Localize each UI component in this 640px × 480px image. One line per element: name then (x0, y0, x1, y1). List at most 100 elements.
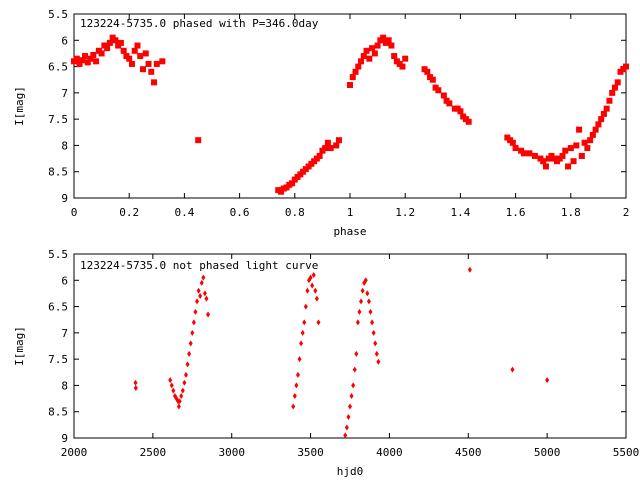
data-point (131, 47, 138, 54)
data-point (294, 382, 299, 389)
data-point (104, 45, 111, 52)
plot-area-frame (73, 253, 627, 439)
data-point (354, 350, 359, 357)
x-tick-label: 3500 (297, 446, 324, 459)
data-point (76, 60, 83, 67)
x-tick-label: 2 (623, 206, 630, 219)
data-point (327, 145, 334, 152)
data-point (371, 329, 376, 336)
x-tick-label: 0.6 (230, 206, 250, 219)
data-point (183, 371, 188, 378)
data-point (179, 392, 184, 399)
data-point (360, 53, 367, 60)
x-tick-label: 1 (347, 206, 354, 219)
data-point (137, 53, 144, 60)
data-point (606, 97, 613, 104)
data-point (191, 319, 196, 326)
data-point (324, 139, 331, 146)
data-point (316, 152, 323, 159)
y-axis-ticks: 5.5 6 6.5 7 7.5 8 8.5 9 (48, 248, 626, 445)
y-tick-label: 6 (61, 34, 68, 47)
data-point (308, 274, 313, 281)
data-point (366, 55, 373, 62)
data-point (388, 42, 395, 49)
x-tick-label: 0.4 (174, 206, 194, 219)
x-tick-label: 2500 (140, 446, 167, 459)
x-tick-label: 3000 (218, 446, 245, 459)
data-point (346, 413, 351, 420)
data-point (573, 142, 580, 149)
x-tick-label: 0 (71, 206, 78, 219)
data-point (316, 319, 321, 326)
data-point (195, 298, 200, 305)
data-point (303, 303, 308, 310)
data-point (90, 52, 97, 59)
data-point (592, 126, 599, 133)
data-point (567, 145, 574, 152)
data-point (93, 58, 100, 65)
y-tick-label: 7 (61, 87, 68, 100)
data-point (311, 272, 316, 279)
x-tick-label: 1.4 (450, 206, 470, 219)
data-point (128, 60, 135, 67)
data-point (435, 87, 442, 94)
data-point (145, 60, 152, 67)
data-point (540, 158, 547, 165)
data-point (457, 108, 464, 115)
plot-area-frame (73, 13, 627, 199)
data-point (399, 63, 406, 70)
y-tick-label: 6.5 (48, 61, 68, 74)
y-tick-label: 7 (61, 327, 68, 340)
y-tick-label: 7.5 (48, 113, 68, 126)
data-point (374, 42, 381, 49)
unphased-light-curve-chart: 2000 2500 3000 3500 4000 4500 5000 5500 5.5 6 6.5… (13, 248, 639, 478)
data-point (347, 81, 353, 88)
data-point (385, 37, 392, 44)
data-point (289, 180, 296, 187)
data-point (402, 55, 409, 62)
data-point (182, 379, 187, 386)
data-point (140, 66, 146, 73)
data-point (363, 47, 370, 54)
x-tick-label: 1.6 (506, 206, 526, 219)
data-point (302, 319, 307, 326)
data-point (171, 387, 176, 394)
x-tick-label: 4000 (376, 446, 403, 459)
y-tick-label: 7.5 (48, 353, 68, 366)
data-point (193, 308, 198, 315)
data-point (352, 68, 359, 75)
data-point (595, 121, 602, 128)
x-tick-label: 4500 (455, 446, 482, 459)
data-point (520, 150, 527, 157)
data-point (611, 84, 618, 91)
data-point (370, 319, 375, 326)
data-point (349, 74, 356, 81)
data-point (344, 424, 349, 431)
x-axis-ticks: 2000 2500 3000 3500 4000 4500 5000 5500 (61, 254, 639, 459)
data-point (584, 145, 591, 152)
data-point (153, 60, 160, 67)
y-tick-label: 8 (61, 139, 68, 152)
data-point (531, 152, 538, 159)
data-point (112, 37, 119, 44)
y-tick-label: 9 (61, 192, 68, 205)
data-point (603, 105, 610, 112)
data-point (374, 350, 379, 357)
data-point (391, 53, 398, 60)
data-point (600, 110, 607, 117)
data-point (292, 392, 297, 399)
data-point (117, 39, 124, 46)
data-point (581, 139, 588, 146)
chart-title: 123224-5735.0 phased with P=346.0day (80, 17, 319, 30)
data-point (358, 58, 365, 65)
data-point (562, 147, 569, 154)
x-tick-label: 1.8 (561, 206, 581, 219)
data-point (278, 188, 284, 195)
data-point (371, 50, 378, 57)
data-point (185, 361, 190, 368)
data-point (570, 158, 577, 165)
data-point (169, 382, 174, 389)
data-points (133, 266, 550, 439)
data-point (126, 55, 133, 62)
y-tick-label: 6.5 (48, 301, 68, 314)
